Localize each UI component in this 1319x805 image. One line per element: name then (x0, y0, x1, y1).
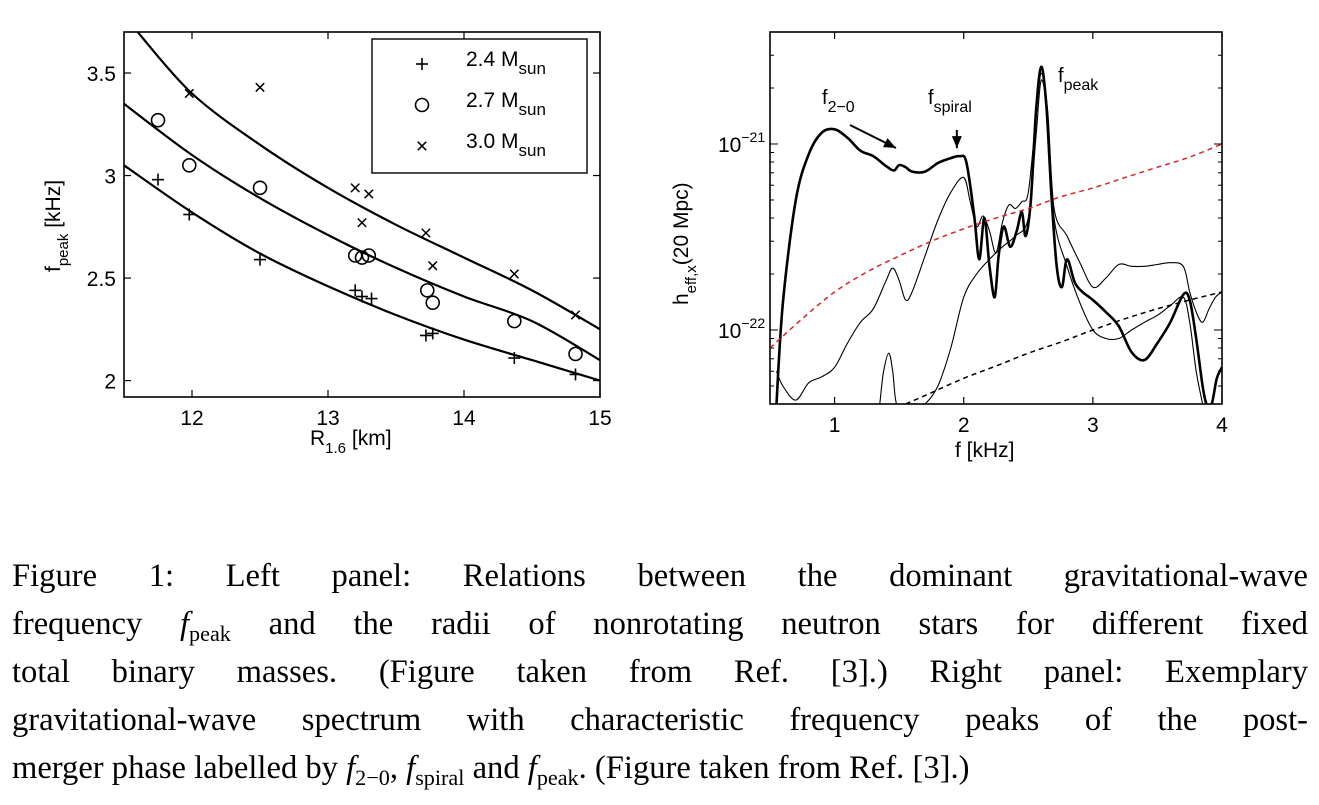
data-point-plus (569, 368, 582, 381)
left-y-tick-label: 3 (104, 166, 116, 189)
data-point-circle (425, 295, 441, 310)
fit-curve-cross (136, 31, 601, 331)
data-point-plus (508, 352, 521, 365)
legend-marker-plus (416, 58, 428, 70)
data-point-circle (252, 180, 268, 196)
right-axis-ticks: 1 2 3 4 10−22 10−21 (718, 31, 1228, 437)
data-point-plus (426, 327, 439, 340)
data-point-plus (152, 173, 164, 186)
annotation-arrow-f2-0 (849, 124, 897, 149)
data-point-circle (181, 157, 197, 173)
data-point-cross (427, 261, 438, 271)
data-point-plus (349, 284, 362, 297)
data-point-circle (568, 346, 583, 362)
data-point-cross (421, 228, 431, 238)
legend-label: 2.7 Msun (466, 89, 546, 119)
left-legend: 2.4 Msun 2.7 Msun 3.0 Msun (371, 38, 588, 174)
right-spectrum-lines (770, 65, 1222, 404)
left-panel-chart: 12 13 14 15 2 2.5 3 3.5 2.4 Msun 2.7 Msun 3.0 Msu… (42, 31, 612, 457)
left-y-tick-label: 2 (104, 371, 116, 394)
legend-label: 2.4 Msun (466, 48, 546, 78)
data-point-circle (354, 250, 370, 265)
data-point-cross (364, 189, 374, 199)
annotation-arrow-f-spiral (951, 130, 962, 149)
left-x-tick-label: 12 (180, 407, 203, 430)
left-y-axis-label: fpeak [kHz] (42, 180, 72, 272)
data-point-plus (254, 253, 266, 266)
spectrum-line-thin-1 (775, 72, 1222, 401)
data-point-circle (150, 112, 166, 128)
legend-marker-circle (414, 97, 430, 113)
left-y-tick-label: 3.5 (87, 63, 116, 86)
spectrum-line-dashed (905, 291, 1222, 404)
caption-line-5: merger phase labelled by f2−0, fspiral a… (12, 750, 970, 791)
caption-line-4: gravitational-wave spectrum with charact… (12, 702, 1308, 738)
left-y-tick-label: 2.5 (87, 268, 116, 291)
left-axis-ticks: 12 13 14 15 2 2.5 3 3.5 (87, 32, 612, 430)
data-point-cross (184, 88, 195, 99)
left-x-tick-label: 15 (588, 407, 611, 430)
data-point-circle (361, 248, 377, 263)
left-x-tick-label: 13 (316, 407, 339, 430)
figure-caption: Figure 1: Left panel: Relations between … (12, 552, 1308, 792)
caption-line-2: frequency fpeak and the radii of nonrota… (12, 606, 1308, 647)
right-x-tick-label: 3 (1087, 414, 1099, 437)
annotation-f-spiral: fspiral (928, 87, 972, 116)
right-x-tick-label: 1 (829, 414, 841, 437)
right-x-tick-label: 2 (958, 414, 970, 437)
spectrum-line-thin-2 (879, 79, 1204, 404)
right-x-tick-label: 4 (1216, 414, 1228, 437)
right-y-tick-label: 10−21 (718, 129, 765, 157)
data-point-cross (357, 217, 367, 228)
spectrum-line-dashed (770, 143, 1222, 349)
data-point-plus (365, 292, 378, 305)
legend-marker-cross (417, 141, 427, 151)
left-x-axis-label: R1.6 [km] (310, 427, 392, 457)
caption-line-1: Figure 1: Left panel: Relations between … (12, 558, 1308, 594)
left-x-tick-label: 14 (452, 407, 476, 430)
legend-box (371, 38, 588, 174)
data-point-cross (350, 183, 360, 193)
data-point-circle (419, 283, 435, 298)
caption-line-3: total binary masses. (Figure taken from … (12, 654, 1308, 690)
left-data-markers (150, 82, 583, 381)
annotation-f-peak: fpeak (1058, 65, 1099, 94)
data-point-plus (419, 329, 432, 342)
fit-curve-plus (123, 164, 601, 382)
data-point-circle (507, 313, 522, 329)
spectrum-line-thick (775, 65, 1222, 404)
legend-label: 3.0 Msun (466, 130, 546, 160)
left-plot-frame (123, 31, 601, 398)
right-y-axis-label: heff,x(20 Mpc) (670, 182, 700, 305)
data-point-cross (570, 310, 581, 320)
right-peak-annotations: f2−0 fspiral fpeak (822, 65, 1099, 149)
data-point-plus (356, 290, 368, 303)
data-point-plus (183, 208, 196, 221)
right-x-axis-label: f [kHz] (955, 439, 1015, 462)
annotation-f2-0: f2−0 (822, 87, 855, 116)
data-point-cross (255, 82, 265, 93)
data-point-cross (509, 269, 520, 279)
right-y-tick-label: 10−22 (718, 315, 765, 343)
